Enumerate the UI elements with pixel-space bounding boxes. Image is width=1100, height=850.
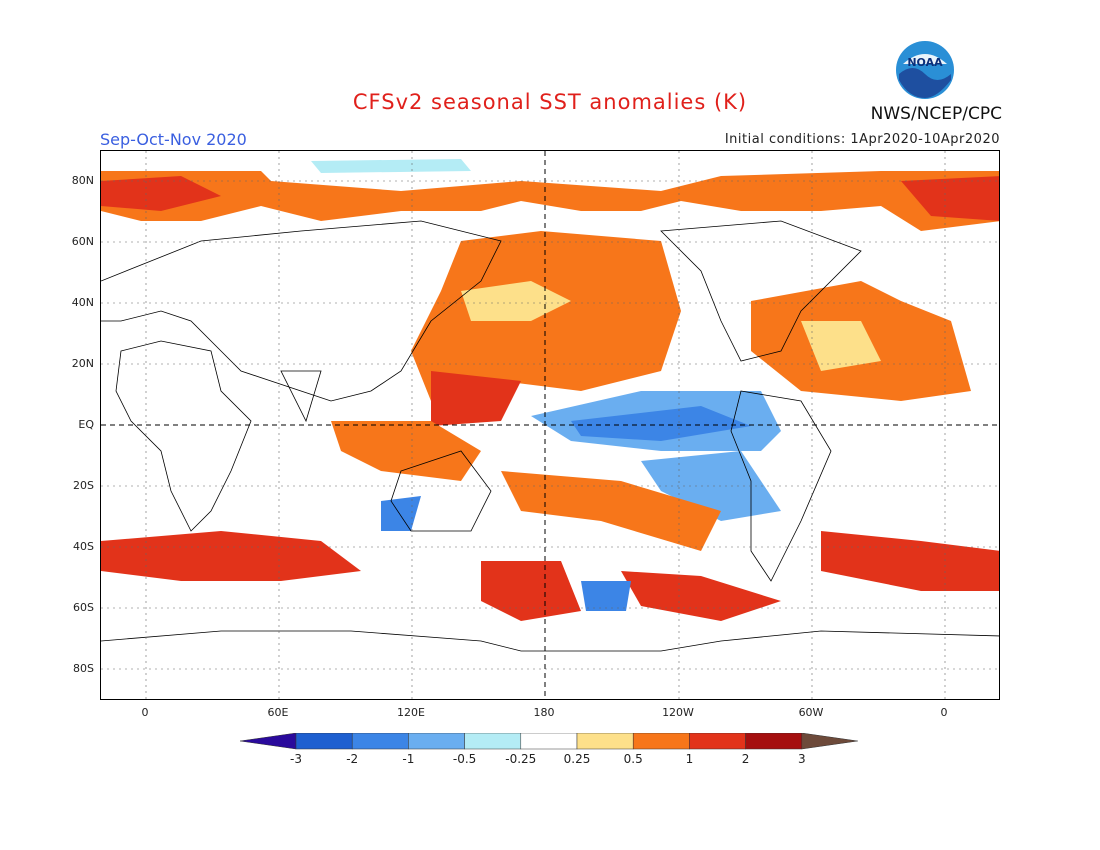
initial-conditions-label: Initial conditions: 1Apr2020-10Apr2020 xyxy=(724,132,1000,147)
graticule xyxy=(101,151,999,699)
colorbar-tick-label: -2 xyxy=(346,752,359,766)
colorbar-swatch xyxy=(520,732,578,750)
lat-label: 80S xyxy=(73,662,94,675)
lat-label: 40N xyxy=(71,296,94,309)
lat-label: 60N xyxy=(71,235,94,248)
logo-text: NOAA xyxy=(907,56,943,69)
colorbar-tick-label: 0.25 xyxy=(563,752,591,766)
colorbar-tick-label: -1 xyxy=(402,752,415,766)
lon-label: 60E xyxy=(267,706,289,719)
lon-label: 0 xyxy=(141,706,149,719)
colorbar-swatch xyxy=(408,732,465,750)
agency-label: NWS/NCEP/CPC xyxy=(870,104,1002,124)
lon-label: 120E xyxy=(397,706,425,719)
colorbar-swatch xyxy=(239,732,297,750)
lat-label: 80N xyxy=(71,174,94,187)
lat-label: 20S xyxy=(73,479,94,492)
colorbar-swatch xyxy=(351,732,409,750)
period-label: Sep-Oct-Nov 2020 xyxy=(100,130,247,149)
colorbar-swatch xyxy=(295,732,353,750)
colorbar xyxy=(239,732,860,773)
colorbar-tick-label: 0.5 xyxy=(623,752,643,766)
colorbar-swatch xyxy=(689,732,746,750)
colorbar-swatch xyxy=(801,732,858,750)
lon-label: 180 xyxy=(533,706,555,719)
lat-label: EQ xyxy=(78,418,94,431)
colorbar-swatch xyxy=(745,732,803,750)
colorbar-swatch xyxy=(576,732,634,750)
lon-label: 60W xyxy=(798,706,824,719)
colorbar-tick-label: 1 xyxy=(685,752,694,766)
coastline-layer xyxy=(101,220,999,652)
anomaly-fill-layer xyxy=(101,159,999,621)
noaa-logo: NOAA xyxy=(895,40,955,100)
chart-title: CFSv2 seasonal SST anomalies (K) xyxy=(352,90,748,114)
colorbar-tick-label: -0.5 xyxy=(452,752,477,766)
sst-anomaly-map xyxy=(100,150,1000,700)
colorbar-tick-label: 3 xyxy=(797,752,806,766)
lon-label: 0 xyxy=(940,706,948,719)
colorbar-tick-label: -0.25 xyxy=(505,752,537,766)
colorbar-swatch xyxy=(464,732,522,750)
lat-label: 20N xyxy=(71,357,94,370)
lat-label: 40S xyxy=(73,540,94,553)
lat-label: 60S xyxy=(73,601,94,614)
colorbar-tick-label: 2 xyxy=(741,752,750,766)
colorbar-tick-label: -3 xyxy=(290,752,302,766)
lon-label: 120W xyxy=(662,706,694,719)
colorbar-swatch xyxy=(632,732,690,750)
